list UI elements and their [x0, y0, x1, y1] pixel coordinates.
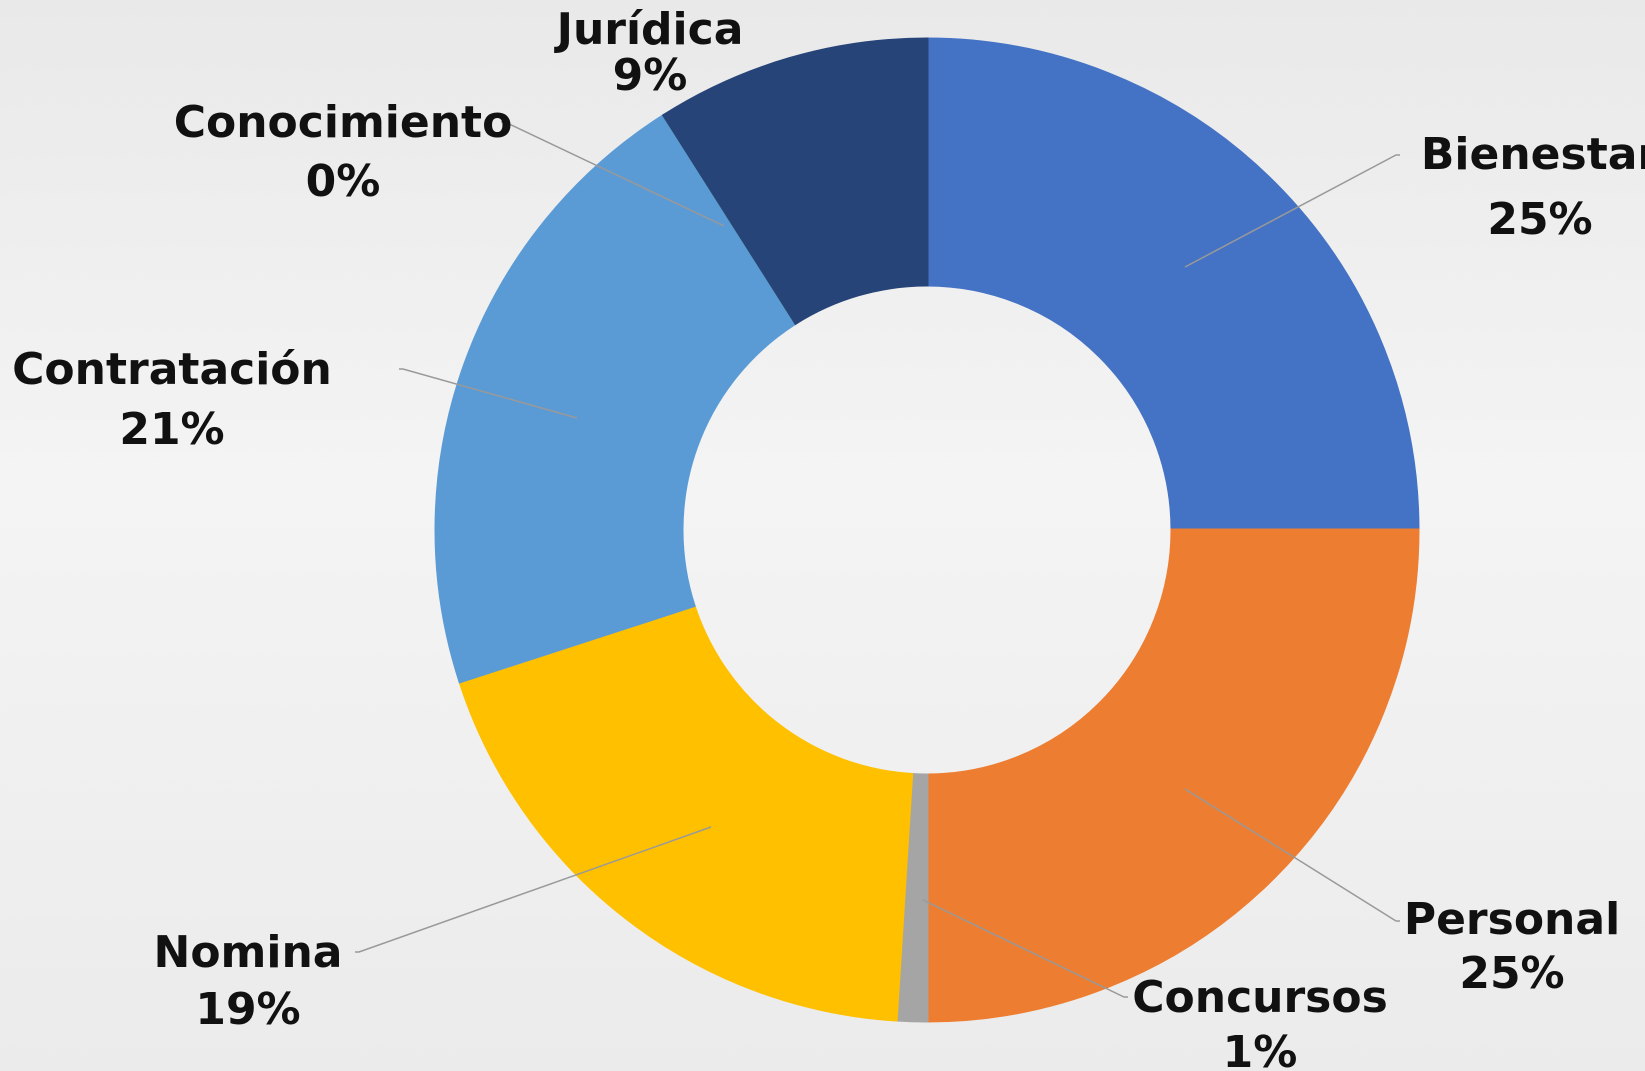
category-label: Nomina — [154, 927, 343, 978]
value-label: 19% — [195, 984, 300, 1035]
leader-line — [399, 368, 578, 419]
leader-line — [355, 826, 712, 953]
value-label: 0% — [306, 156, 381, 207]
value-label: 9% — [613, 50, 688, 101]
category-label: Jurídica — [554, 4, 744, 55]
donut-slice — [925, 528, 1420, 1023]
donut-slice — [925, 37, 1420, 532]
category-label: Conocimiento — [174, 97, 513, 148]
donut-slice — [661, 37, 929, 326]
value-label: 21% — [119, 404, 224, 455]
donut-slice — [458, 603, 914, 1022]
category-label: Contratación — [12, 344, 332, 395]
category-label: Bienestar — [1421, 129, 1645, 180]
category-label: Personal — [1404, 894, 1620, 945]
leader-line — [1184, 788, 1400, 922]
category-label: Concursos — [1132, 972, 1388, 1023]
value-label: 25% — [1459, 948, 1564, 999]
leader-line — [501, 121, 725, 227]
value-label: 25% — [1487, 194, 1592, 245]
donut-slice — [434, 113, 798, 684]
value-label: 1% — [1223, 1027, 1298, 1071]
leader-line — [1184, 154, 1400, 268]
leader-line — [922, 899, 1128, 998]
